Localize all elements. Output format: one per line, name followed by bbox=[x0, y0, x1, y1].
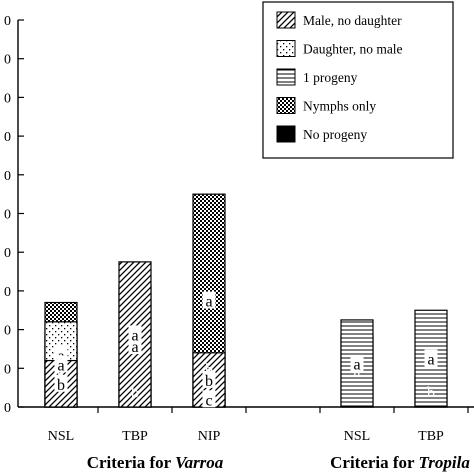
legend-label: Nymphs only bbox=[303, 99, 376, 114]
segment-label: a bbox=[131, 327, 138, 344]
x-tick-label: NSL bbox=[48, 429, 74, 444]
y-tick-label: 0 bbox=[4, 53, 11, 68]
x-tick-label: TBP bbox=[122, 429, 148, 444]
legend-label: Daughter, no male bbox=[303, 42, 403, 57]
legend-swatch bbox=[276, 125, 296, 143]
y-tick-label: 0 bbox=[4, 324, 11, 339]
legend-label: No progeny bbox=[303, 127, 367, 142]
segment-label-bg bbox=[202, 390, 216, 408]
segment-label: c bbox=[205, 392, 212, 409]
segment-label-bg bbox=[54, 355, 68, 373]
segment-label: b bbox=[131, 385, 139, 402]
group-title: Criteria for Tropila bbox=[330, 453, 470, 472]
group-title: Criteria for Varroa bbox=[87, 453, 224, 472]
segment-label-bg bbox=[54, 374, 68, 392]
segment-label-bg bbox=[128, 325, 142, 343]
segment-label-bg bbox=[202, 291, 216, 309]
legend-swatch bbox=[276, 11, 296, 29]
y-tick-label: 0 bbox=[4, 208, 11, 223]
y-tick-label: 0 bbox=[4, 14, 11, 29]
legend-swatch bbox=[276, 68, 296, 86]
segment-label-bg bbox=[424, 349, 438, 367]
x-tick-label: TBP bbox=[418, 429, 444, 444]
segment-label: a bbox=[131, 339, 138, 356]
y-tick-label: 0 bbox=[4, 91, 11, 106]
legend-label: Male, no daughter bbox=[303, 13, 402, 28]
y-tick-label: 0 bbox=[4, 169, 11, 184]
segment-label: a bbox=[427, 352, 434, 369]
y-tick-label: 0 bbox=[4, 285, 11, 300]
y-tick-label: 0 bbox=[4, 130, 11, 145]
x-tick-label: NIP bbox=[198, 429, 221, 444]
segment-label-bg bbox=[202, 370, 216, 388]
y-tick-label: 0 bbox=[4, 246, 11, 261]
segment-label: a bbox=[353, 364, 360, 381]
legend: Male, no daughter Daughter, no male 1 prog… bbox=[262, 1, 454, 159]
x-tick-label: NSL bbox=[344, 429, 370, 444]
axes: 0 0 0 0 0 0 0 0 0 0 0 bbox=[4, 14, 474, 416]
bars bbox=[44, 193, 448, 408]
segment-label: b bbox=[205, 373, 213, 390]
legend-label: 1 progeny bbox=[303, 70, 358, 85]
segment-label: b bbox=[57, 377, 65, 394]
segment-label: a bbox=[205, 294, 212, 311]
labels: abaabNSLbaaTBPbacbNIPaaNSLbaTBPCriteria … bbox=[48, 291, 470, 472]
legend-swatch bbox=[276, 97, 296, 114]
y-tick-label: 0 bbox=[4, 362, 11, 377]
segment-label: a bbox=[353, 356, 360, 373]
legend-swatch bbox=[276, 40, 296, 57]
segment-label: b bbox=[205, 361, 213, 378]
y-tick-label: 0 bbox=[4, 401, 11, 416]
segment-label: a bbox=[57, 357, 64, 374]
segment-label-bg bbox=[350, 354, 364, 372]
segment-label: b bbox=[427, 385, 435, 402]
